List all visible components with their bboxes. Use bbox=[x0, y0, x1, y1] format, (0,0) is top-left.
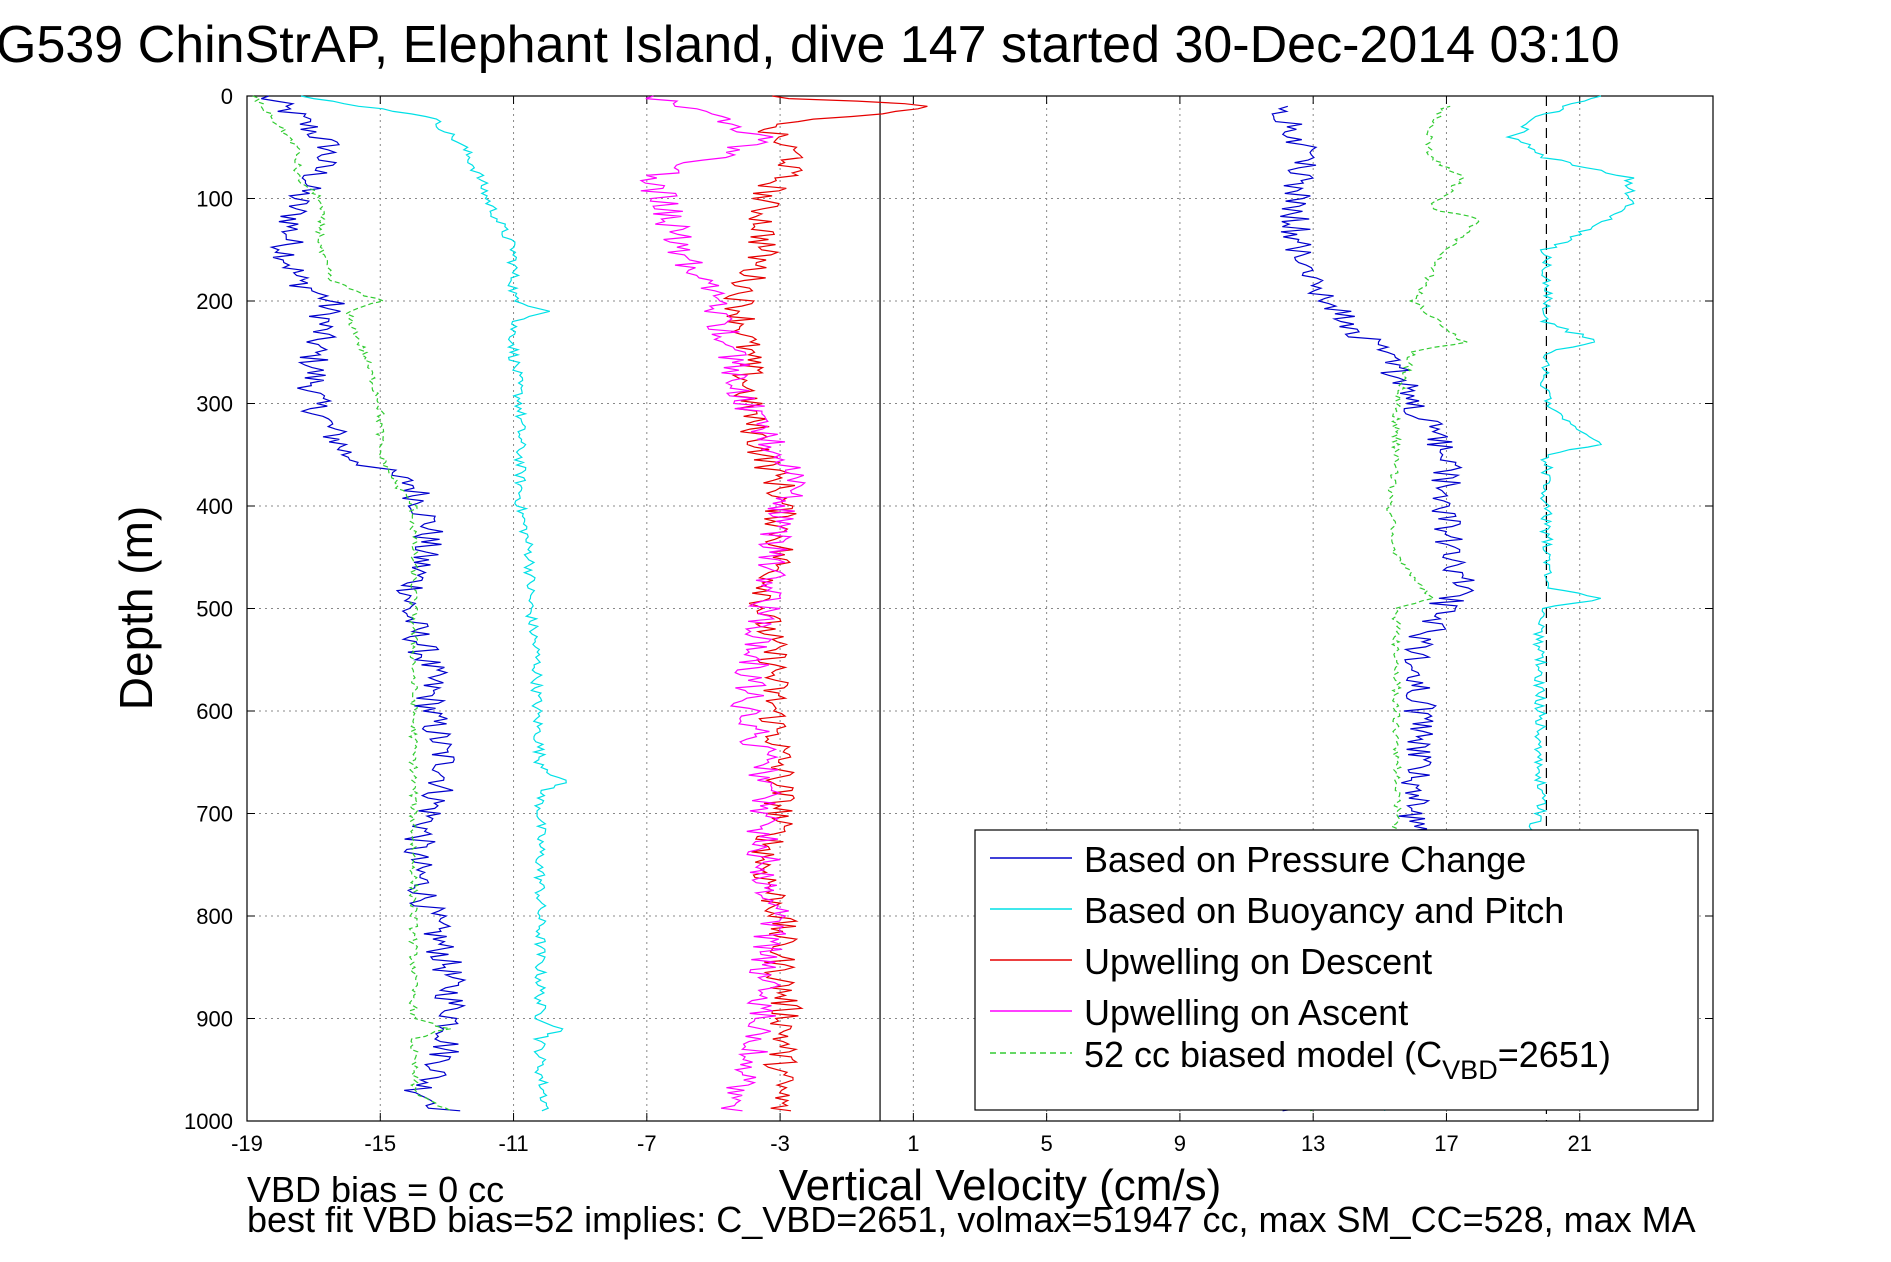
y-tick-label: 1000 bbox=[184, 1109, 233, 1134]
legend-entries: Based on Pressure Change Based on Buoyanc… bbox=[990, 839, 1611, 1085]
series-line-3-descent bbox=[722, 95, 928, 1112]
x-tick-label: 5 bbox=[1041, 1131, 1053, 1156]
x-tick-label: -15 bbox=[364, 1131, 396, 1156]
x-tick-label: 21 bbox=[1567, 1131, 1591, 1156]
x-tick-label: -7 bbox=[637, 1131, 657, 1156]
y-tick-label: 600 bbox=[196, 699, 233, 724]
x-tick-labels: -19 -15 -11 -7 -3 1 5 9 13 17 21 bbox=[231, 1131, 1592, 1156]
legend-box bbox=[974, 829, 1699, 1111]
legend-label-subscript: VBD bbox=[1442, 1055, 1498, 1085]
legend-label: Based on Buoyancy and Pitch bbox=[1084, 890, 1564, 931]
series-line-2-descent bbox=[300, 95, 567, 1112]
x-tick-label: -3 bbox=[770, 1131, 790, 1156]
y-tick-label: 500 bbox=[196, 597, 233, 622]
y-tick-label: 0 bbox=[221, 84, 233, 109]
legend: Based on Pressure Change Based on Buoyanc… bbox=[974, 829, 1699, 1111]
legend-label: Upwelling on Descent bbox=[1084, 941, 1432, 982]
footnote-best-fit: best fit VBD bias=52 implies: C_VBD=2651… bbox=[247, 1199, 1696, 1240]
legend-label: Based on Pressure Change bbox=[1084, 839, 1526, 880]
x-tick-label: 13 bbox=[1301, 1131, 1325, 1156]
x-axis-label: Vertical Velocity (cm/s) bbox=[779, 1161, 1222, 1210]
series-line-4-ascent bbox=[639, 95, 807, 1112]
y-tick-label: 200 bbox=[196, 289, 233, 314]
y-tick-label: 900 bbox=[196, 1007, 233, 1032]
series-line-1-descent bbox=[261, 95, 467, 1112]
y-tick-labels: 0 100 200 300 400 500 600 700 800 900 1000 bbox=[184, 84, 233, 1134]
x-tick-label: -19 bbox=[231, 1131, 263, 1156]
x-tick-label: 17 bbox=[1434, 1131, 1458, 1156]
x-tick-label: -11 bbox=[498, 1131, 528, 1156]
x-tick-label: 1 bbox=[907, 1131, 919, 1156]
y-tick-label: 800 bbox=[196, 904, 233, 929]
chart-title: G539 ChinStrAP, Elephant Island, dive 14… bbox=[0, 16, 1620, 74]
y-tick-label: 400 bbox=[196, 494, 233, 519]
legend-label-tail: =2651) bbox=[1498, 1034, 1611, 1075]
y-axis-label: Depth (m) bbox=[110, 506, 162, 710]
footnote-vbd-bias: VBD bias = 0 cc bbox=[247, 1169, 504, 1210]
y-tick-label: 300 bbox=[196, 392, 233, 417]
legend-label: Upwelling on Ascent bbox=[1084, 992, 1408, 1033]
x-tick-label: 9 bbox=[1174, 1131, 1186, 1156]
series-line-5-descent bbox=[252, 95, 452, 1112]
y-tick-label: 100 bbox=[196, 187, 233, 212]
ticks bbox=[246, 95, 1713, 1122]
y-tick-label: 700 bbox=[196, 802, 233, 827]
